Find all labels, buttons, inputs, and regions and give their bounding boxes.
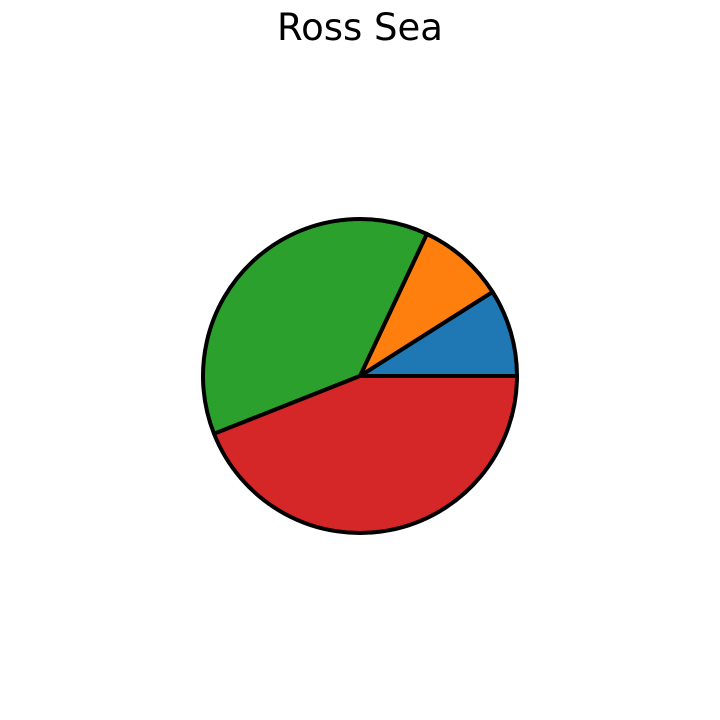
pie-slice-4 xyxy=(212,374,519,535)
pie-slice-3 xyxy=(201,217,429,436)
pie-slices xyxy=(201,217,519,535)
chart-title: Ross Sea xyxy=(277,6,443,49)
